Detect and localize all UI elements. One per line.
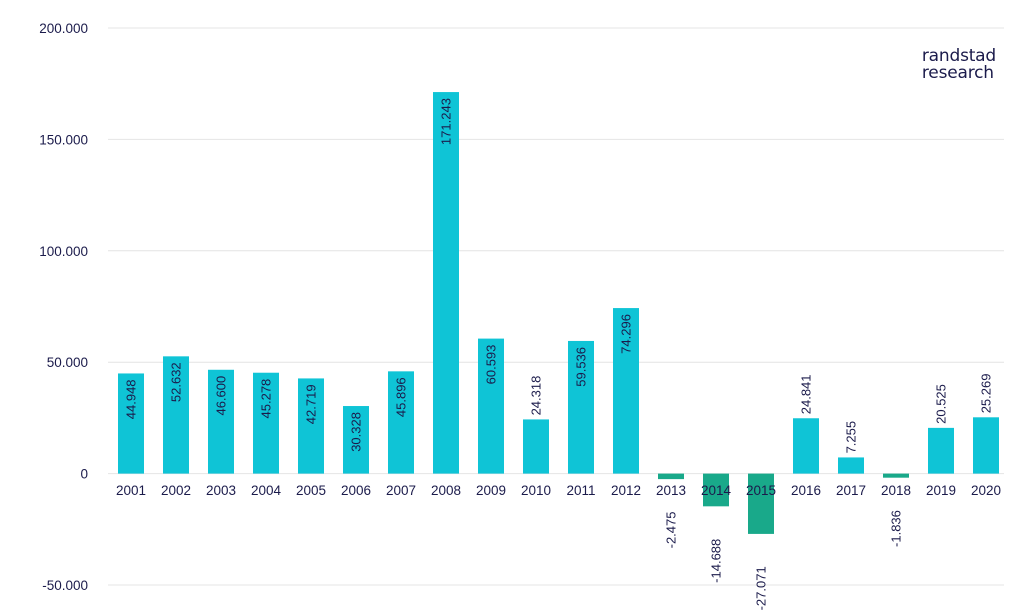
bar-2009 [478,338,504,474]
bar-2008 [433,92,459,474]
x-tick-label: 2017 [836,483,866,498]
bar-2002 [163,356,189,474]
y-tick-label: 50.000 [47,355,88,370]
x-tick-label: 2001 [116,483,146,498]
x-tick-label: 2014 [701,483,732,498]
x-tick-label: 2016 [791,483,821,498]
brand-line-1: randstad [921,46,996,66]
bars [118,92,999,534]
bar-2004 [253,372,279,474]
y-tick-label: 100.000 [39,244,88,259]
bar-2007 [388,371,414,474]
bar-2010 [523,419,549,474]
bar-2016 [793,418,819,474]
x-tick-label: 2003 [206,483,236,498]
x-tick-label: 2009 [476,483,506,498]
data-label: -1.836 [889,510,904,547]
x-tick-label: 2010 [521,483,551,498]
brand-line-2: research [921,63,994,83]
x-tick-label: 2002 [161,483,191,498]
data-label: 7.255 [844,421,859,454]
bar-2011 [568,340,594,474]
x-tick-label: 2006 [341,483,371,498]
data-label: -14.688 [709,539,724,583]
data-label: 52.632 [169,362,184,402]
x-tick-label: 2020 [971,483,1001,498]
data-label: 45.278 [259,379,274,419]
bar-2015 [748,473,774,534]
data-label: 30.328 [349,412,364,452]
data-label: 42.719 [304,384,319,424]
bar-2006 [343,406,369,474]
x-tick-label: 2018 [881,483,911,498]
data-label: 24.318 [529,376,544,416]
grid-lines [108,27,1004,586]
data-label: 20.525 [934,384,949,424]
bar-2001 [118,373,144,474]
data-label: 46.600 [214,376,229,416]
bar-2020 [973,417,999,474]
data-label: 74.296 [619,314,634,354]
y-tick-label: -50.000 [42,578,88,593]
bar-2013 [658,473,684,480]
data-label: 44.948 [124,379,139,419]
x-tick-label: 2012 [611,483,641,498]
x-tick-label: 2004 [251,483,282,498]
x-tick-label: 2008 [431,483,461,498]
x-tick-label: 2015 [746,483,776,498]
x-tick-label: 2007 [386,483,416,498]
data-label: 171.243 [439,98,454,145]
y-tick-label: 200.000 [39,21,88,36]
x-tick-label: 2011 [566,483,595,498]
data-label: -2.475 [664,512,679,549]
x-axis-labels: 2001 2002 2003 2004 2005 2006 2007 2008 2009 2010… [116,483,1001,498]
bar-2019 [928,427,954,474]
bar-2012 [613,308,639,474]
bar-2005 [298,378,324,474]
x-tick-label: 2013 [656,483,686,498]
x-tick-label: 2005 [296,483,326,498]
data-label: 24.841 [799,374,814,414]
y-axis-ticks: -50.000 0 50.000 100.000 150.000 200.000 [39,21,88,593]
data-labels: 44.948 52.632 46.600 45.278 42.719 30.328 45.8… [124,98,994,610]
data-label: -27.071 [754,566,769,610]
bar-2003 [208,369,234,474]
data-label: 45.896 [394,377,409,417]
bar-2018 [883,473,909,478]
bar-2014 [703,473,729,507]
data-label: 59.536 [574,347,589,387]
y-tick-label: 150.000 [39,132,88,147]
data-label: 25.269 [979,374,994,414]
data-label: 60.593 [484,345,499,385]
x-tick-label: 2019 [926,483,956,498]
y-tick-label: 0 [80,467,88,482]
bar-2017 [838,457,864,474]
brand-logo: randstad research [922,48,996,82]
